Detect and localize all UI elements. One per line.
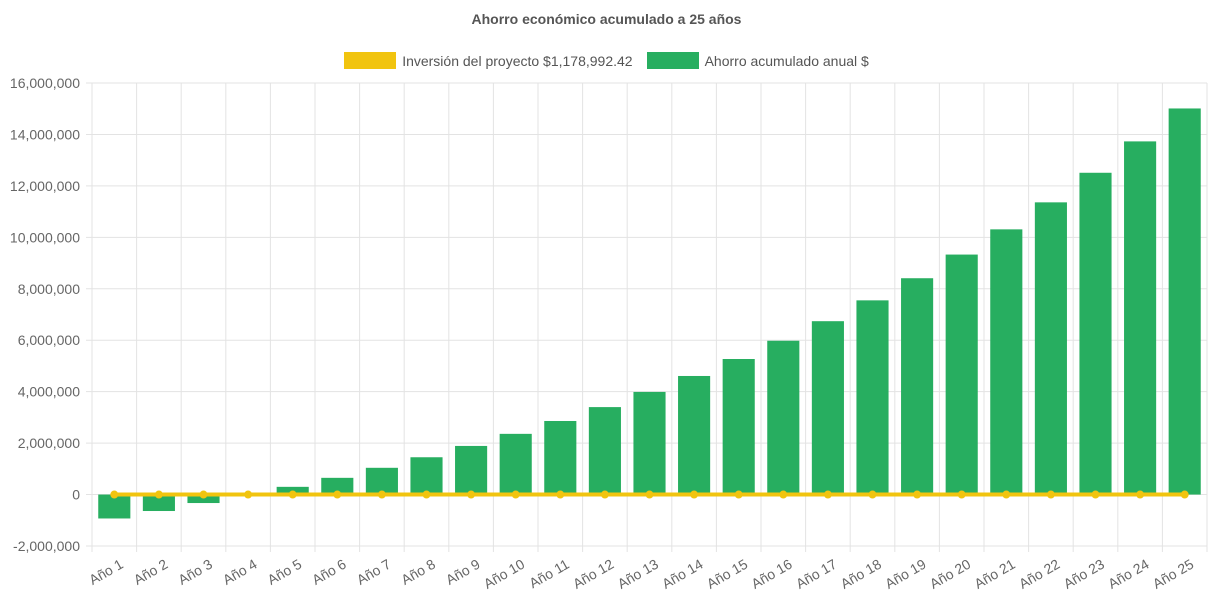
x-tick-label: Año 21 [971, 556, 1018, 592]
point-inversion [734, 490, 743, 499]
x-tick-label: Año 17 [793, 556, 840, 592]
point-inversion [690, 490, 699, 499]
point-inversion [957, 490, 966, 499]
x-tick-label: Año 13 [615, 556, 662, 592]
x-tick-label: Año 5 [265, 556, 305, 588]
legend-label-ahorro: Ahorro acumulado anual $ [704, 52, 869, 69]
point-inversion [1136, 490, 1145, 499]
point-inversion [1046, 490, 1055, 499]
legend-item-ahorro[interactable]: Ahorro acumulado anual $ [646, 52, 869, 69]
bar-ahorro [1034, 202, 1067, 495]
x-tick-label: Año 24 [1105, 556, 1152, 592]
x-tick-label: Año 12 [570, 556, 617, 592]
x-tick-label: Año 6 [309, 556, 349, 588]
x-tick-label: Año 23 [1061, 556, 1108, 592]
x-tick-label: Año 15 [704, 556, 751, 592]
point-inversion [467, 490, 476, 499]
x-tick-label: Año 22 [1016, 556, 1063, 592]
bar-ahorro [588, 407, 621, 495]
point-inversion [645, 490, 654, 499]
bar-ahorro [945, 254, 978, 495]
bar-ahorro [767, 340, 800, 495]
bar-ahorro [811, 321, 844, 495]
bar-ahorro [187, 494, 220, 504]
bar-ahorro [722, 358, 755, 495]
x-tick-label: Año 25 [1150, 556, 1197, 592]
point-inversion [333, 490, 342, 499]
x-tick-label: Año 11 [526, 556, 572, 592]
point-inversion [1091, 490, 1100, 499]
bar-ahorro [142, 494, 175, 512]
x-tick-label: Año 2 [131, 556, 171, 588]
x-tick-label: Año 1 [86, 556, 126, 588]
y-tick-label: 10,000,000 [10, 229, 80, 245]
point-inversion [1002, 490, 1011, 499]
x-tick-label: Año 14 [659, 556, 706, 592]
x-tick-label: Año 7 [354, 556, 394, 588]
y-tick-label: 0 [72, 487, 80, 503]
bar-ahorro [678, 375, 711, 495]
point-inversion [244, 490, 253, 499]
bar-ahorro [901, 278, 934, 495]
x-tick-label: Año 20 [927, 556, 974, 592]
y-tick-label: 2,000,000 [18, 435, 80, 451]
x-tick-label: Año 8 [398, 556, 438, 588]
legend-swatch-inversion [344, 52, 397, 69]
bar-ahorro [365, 467, 398, 495]
point-inversion [511, 490, 520, 499]
y-tick-label: 4,000,000 [18, 384, 80, 400]
bar-ahorro [410, 457, 443, 495]
point-inversion [556, 490, 565, 499]
bar-ahorro [633, 391, 666, 495]
bar-ahorro [1124, 141, 1157, 495]
bar-ahorro [321, 477, 354, 495]
bar-ahorro [1168, 108, 1201, 495]
point-inversion [377, 490, 386, 499]
legend-swatch-ahorro [646, 52, 699, 69]
bar-ahorro [455, 445, 488, 495]
legend: Inversión del proyecto $1,178,992.42 Aho… [0, 52, 1213, 69]
point-inversion [288, 490, 297, 499]
bar-ahorro [98, 494, 131, 519]
point-inversion [199, 490, 208, 499]
x-tick-label: Año 4 [220, 556, 260, 588]
bar-ahorro [499, 433, 532, 495]
point-inversion [823, 490, 832, 499]
x-tick-label: Año 3 [175, 556, 215, 588]
x-tick-label: Año 16 [748, 556, 795, 592]
bar-ahorro [1079, 172, 1112, 495]
x-tick-label: Año 10 [481, 556, 528, 592]
y-tick-label: 8,000,000 [18, 281, 80, 297]
y-tick-label: 12,000,000 [10, 178, 80, 194]
point-inversion [779, 490, 788, 499]
chart-title: Ahorro económico acumulado a 25 años [471, 11, 742, 27]
bar-ahorro [990, 229, 1023, 495]
point-inversion [600, 490, 609, 499]
y-tick-label: 14,000,000 [10, 126, 80, 142]
legend-item-inversion[interactable]: Inversión del proyecto $1,178,992.42 [344, 52, 633, 69]
point-inversion [110, 490, 119, 499]
point-inversion [868, 490, 877, 499]
x-tick-label: Año 19 [882, 556, 929, 592]
point-inversion [422, 490, 431, 499]
y-tick-label: -2,000,000 [13, 538, 80, 554]
point-inversion [154, 490, 163, 499]
point-inversion [913, 490, 922, 499]
legend-label-inversion: Inversión del proyecto $1,178,992.42 [402, 52, 633, 69]
x-tick-label: Año 9 [443, 556, 483, 588]
bar-ahorro [856, 300, 889, 495]
point-inversion [1180, 490, 1189, 499]
y-tick-label: 16,000,000 [10, 75, 80, 91]
bar-ahorro [544, 420, 577, 495]
y-tick-label: 6,000,000 [18, 332, 80, 348]
x-tick-label: Año 18 [838, 556, 885, 592]
